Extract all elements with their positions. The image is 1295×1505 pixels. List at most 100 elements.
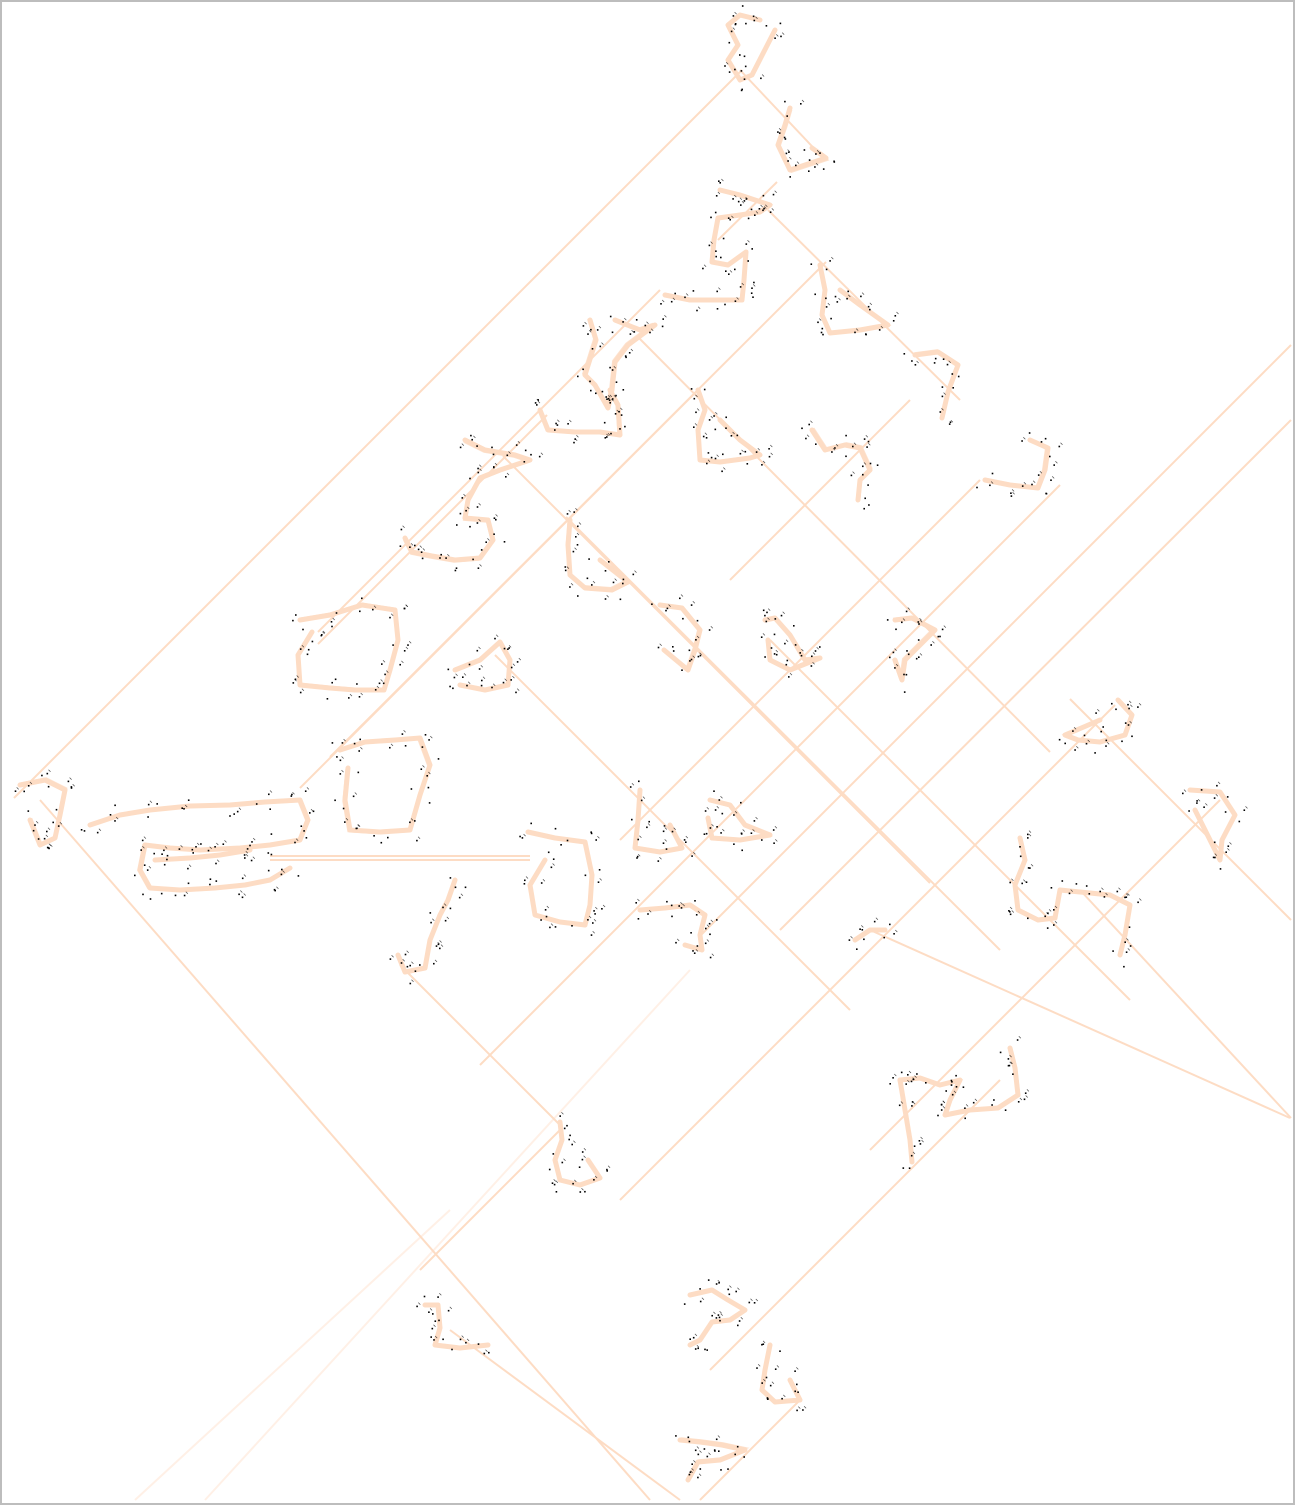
scatter-dot [605,396,607,398]
scatter-dot [850,474,853,477]
tick-mark [916,360,919,364]
tick-mark [787,149,790,152]
tick-mark [216,859,220,862]
scatter-dot [665,609,667,612]
scatter-dot [945,1090,947,1092]
scatter-dot [718,799,721,801]
scatter-dot [601,908,603,910]
scatter-dot [590,831,592,833]
tick-mark [478,518,481,522]
scatter-dot [530,822,532,825]
tick-mark [715,411,718,415]
scatter-dot [582,368,584,371]
scatter-dot [695,639,697,641]
tick-mark [774,825,778,829]
tick-mark [699,652,702,656]
tick-mark [295,838,299,841]
scatter-dot [447,1309,450,1312]
scatter-dot [774,37,776,39]
scatter-dot [718,180,720,182]
scatter-dot [494,637,496,640]
scatter-dot [863,507,865,510]
scatter-dot [1115,708,1117,711]
tick-mark [1048,909,1052,912]
scatter-dot [1083,734,1086,737]
tick-mark [907,1080,910,1083]
scatter-dot [740,204,742,206]
tick-mark [576,532,580,536]
tick-mark [301,688,305,691]
scatter-dot [491,446,493,449]
scatter-dot [449,685,451,688]
scatter-dot [783,136,786,139]
tick-mark [789,672,793,676]
scatter-dot [893,933,895,935]
tick-mark [974,1098,978,1102]
scatter-dot [421,557,424,560]
scatter-dot [480,684,483,687]
tick-mark [546,905,550,909]
tick-mark [695,949,699,952]
scatter-dot [334,678,337,681]
squiggle-path-echo [812,427,873,499]
scatter-dot [637,918,640,920]
diagonal-line [699,344,1292,937]
tick-mark [742,829,745,832]
scatter-dot [493,533,495,535]
scatter-dot [690,604,693,606]
tick-mark [803,1405,807,1409]
scatter-dot [161,853,163,855]
scatter-dot [833,161,836,163]
tick-mark [613,394,617,398]
scatter-dot [715,1283,718,1285]
tick-mark [965,1104,969,1107]
tick-mark [72,783,75,787]
tick-mark [1012,492,1015,495]
scatter-dot [716,919,718,921]
tick-mark [774,190,777,194]
scatter-dot [810,263,813,265]
scatter-dot [611,398,614,400]
tick-mark [59,822,63,825]
tick-mark [624,317,627,321]
scatter-dot [1105,739,1108,742]
scatter-dot [1128,926,1131,928]
scatter-dot [577,525,579,528]
scatter-dot [633,331,636,333]
scatter-dot [808,159,811,161]
scatter-dot [491,686,493,689]
tick-mark [552,863,555,866]
scatter-dot [536,404,538,406]
squiggle-path-echo [681,1437,750,1479]
scatter-dot [468,663,471,666]
scatter-dot [461,497,464,499]
scatter-dot [629,333,632,335]
scatter-dot [378,682,381,685]
scatter-dot [707,1279,710,1281]
tick-mark [607,432,611,436]
tick-mark [631,330,634,333]
scatter-dot [741,849,743,852]
tick-mark [850,936,853,939]
scatter-dot [714,809,717,811]
scatter-dot [476,649,479,652]
scatter-dot [951,373,954,375]
scatter-dot [917,621,920,623]
scatter-dot [178,848,181,850]
scatter-dot [679,597,681,600]
scatter-dot [951,1081,953,1083]
squiggle-path-echo [658,602,700,671]
scatter-dot [606,1170,608,1172]
tick-mark [902,618,906,621]
scatter-dot [919,1143,922,1145]
scatter-dot [939,411,942,413]
tick-mark [460,893,464,897]
tick-mark [731,215,734,219]
scatter-dot [688,649,691,652]
scatter-dot [692,1336,695,1339]
scatter-dot [752,15,755,18]
tick-mark [1197,799,1201,802]
tick-mark [693,852,696,855]
scatter-dot [1111,702,1113,705]
